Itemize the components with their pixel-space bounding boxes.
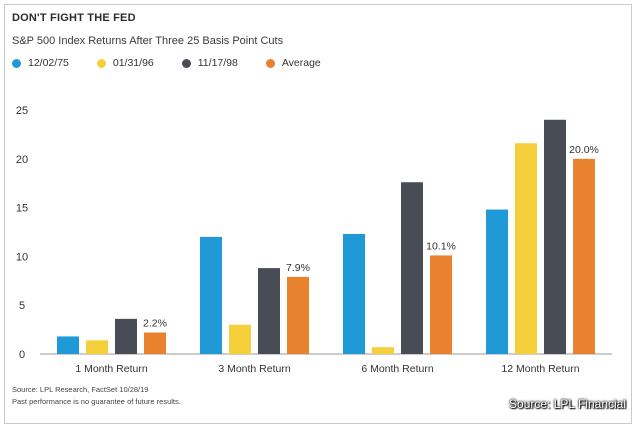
legend-item: 12/02/75 [12, 57, 69, 69]
legend-swatch [12, 58, 21, 68]
bar-12-02-75 [200, 236, 222, 354]
y-tick-label: 0 [19, 349, 25, 361]
bar-11-17-98 [544, 119, 566, 354]
legend-swatch [181, 58, 191, 68]
footnote: Source: LPL Research, FactSet 10/28/19 P… [12, 384, 181, 408]
data-label: 10.1% [426, 240, 456, 252]
bar-average [287, 276, 309, 354]
bar-12-02-75 [57, 336, 79, 354]
legend-label: 01/31/96 [112, 57, 154, 69]
bar-11-17-98 [401, 182, 423, 354]
legend-swatch [265, 58, 275, 68]
data-label: 7.9% [286, 262, 310, 274]
legend-label: 12/02/75 [28, 57, 69, 69]
footnote-disclaimer: Past performance is no guarantee of futu… [12, 397, 181, 406]
chart-subtitle: S&P 500 Index Returns After Three 25 Bas… [12, 35, 284, 47]
legend-label: Average [281, 57, 321, 69]
x-category-label: 6 Month Return [361, 363, 434, 375]
bar-11-17-98 [258, 268, 280, 354]
footnote-source: Source: LPL Research, FactSet 10/28/19 [12, 385, 149, 394]
bar-average [573, 158, 595, 354]
bar-01-31-96 [86, 340, 108, 354]
data-label: 2.2% [143, 318, 167, 330]
legend-item: 11/17/98 [181, 57, 238, 69]
legend-item: 01/31/96 [96, 57, 154, 69]
bar-12-02-75 [486, 209, 508, 354]
y-tick-label: 25 [16, 105, 28, 117]
bar-01-31-96 [515, 143, 537, 354]
chart-title: DON'T FIGHT THE FED [12, 12, 136, 24]
y-tick-label: 15 [16, 203, 28, 215]
bar-12-02-75 [343, 233, 365, 354]
legend: 12/02/75 01/31/96 11/17/98 Average [12, 57, 349, 69]
x-category-label: 12 Month Return [501, 363, 579, 375]
bar-01-31-96 [372, 347, 394, 354]
legend-label: 11/17/98 [197, 57, 238, 69]
legend-item: Average [265, 57, 321, 69]
bar-01-31-96 [229, 324, 251, 354]
bar-average [430, 255, 452, 354]
y-tick-label: 5 [19, 300, 25, 312]
y-tick-label: 20 [16, 154, 28, 166]
y-tick-label: 10 [16, 251, 28, 263]
x-category-label: 1 Month Return [75, 363, 148, 375]
x-category-label: 3 Month Return [218, 363, 291, 375]
bar-average [144, 332, 166, 354]
bar-11-17-98 [115, 318, 137, 354]
data-label: 20.0% [569, 144, 599, 156]
legend-swatch [96, 58, 106, 68]
source-credit: Source: LPL Financial [509, 397, 626, 411]
